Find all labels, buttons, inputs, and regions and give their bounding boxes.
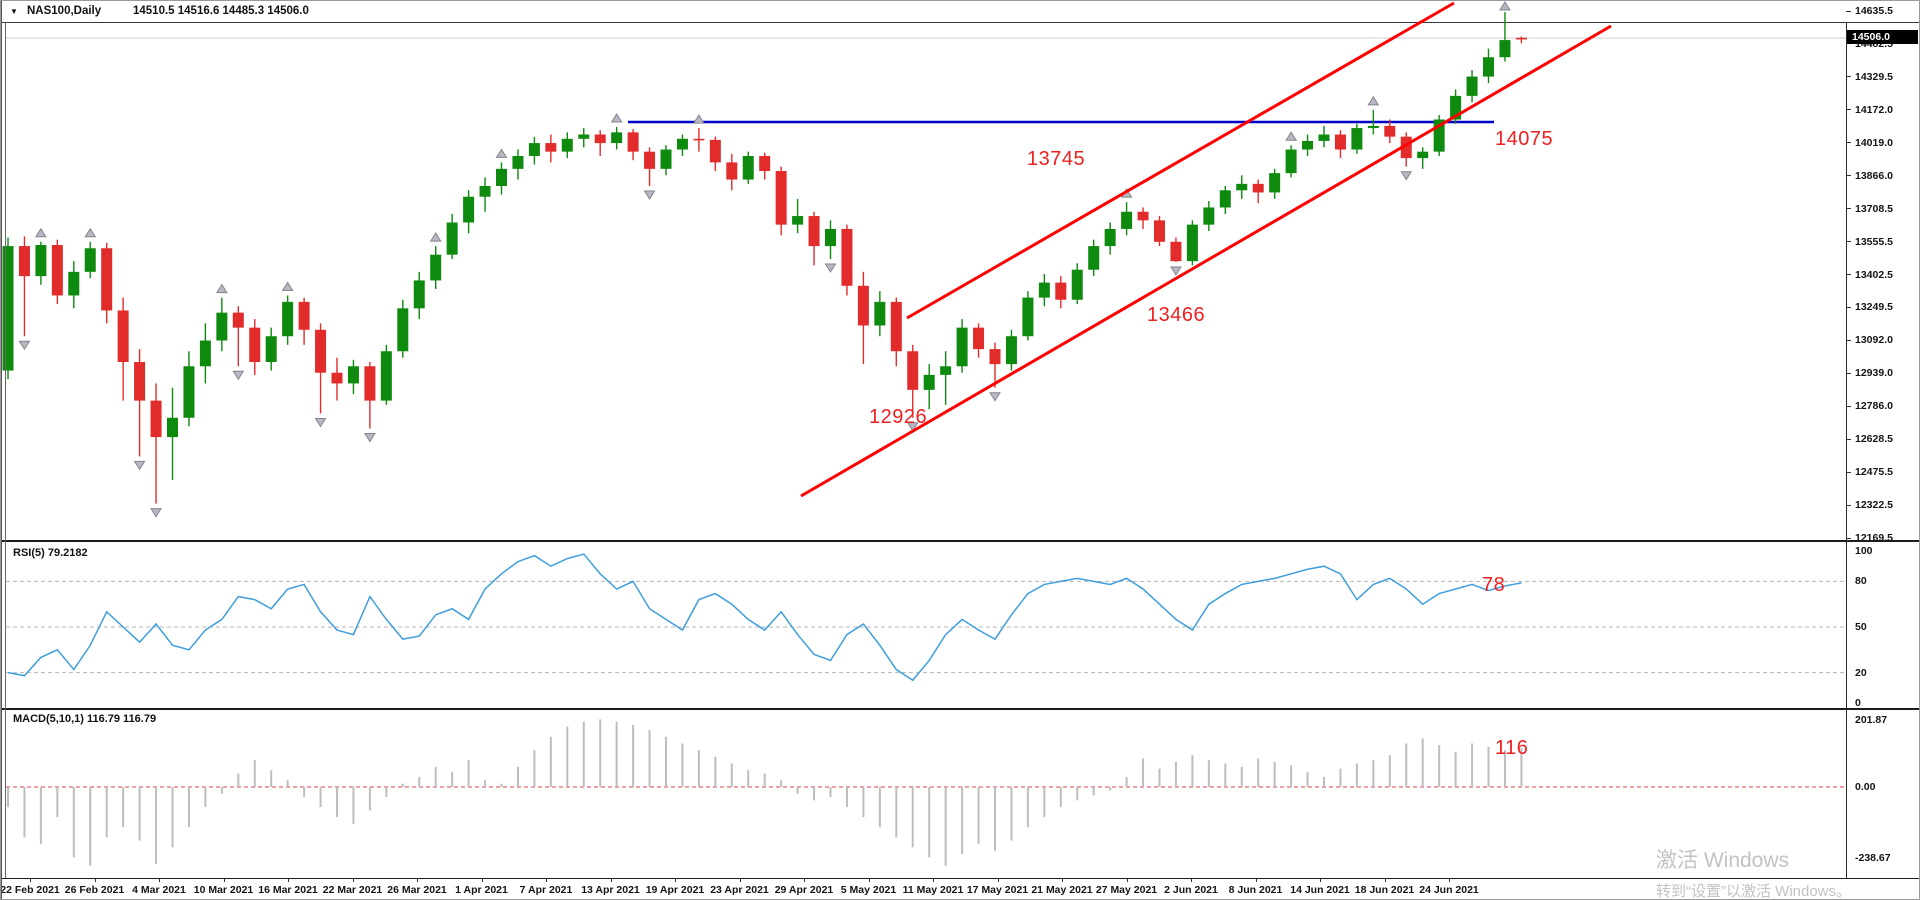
- window-left-border: [1, 1, 2, 899]
- chart-left-border: [5, 23, 6, 878]
- panel-divider-rsi-macd[interactable]: [1, 708, 1919, 710]
- windows-activation-watermark-line2: 转到“设置”以激活 Windows。: [1656, 883, 1852, 900]
- price-axis[interactable]: [1847, 23, 1919, 878]
- price-chart-panel[interactable]: [6, 23, 1846, 540]
- annotation-macd-116: 116: [1495, 737, 1529, 759]
- windows-activation-watermark-line1: 激活 Windows: [1656, 849, 1790, 872]
- current-price-badge: 14506.0: [1847, 30, 1918, 44]
- rsi-indicator-label: RSI(5) 79.2182: [13, 547, 88, 559]
- chart-symbol: NAS100,Daily: [27, 5, 102, 17]
- symbol-dropdown-arrow[interactable]: ▼: [10, 7, 18, 16]
- chart-titlebar: ▼ NAS100,Daily 14510.5 14516.6 14485.3 1…: [1, 1, 1919, 23]
- time-axis[interactable]: [1, 879, 1846, 899]
- panel-divider-macd-axis: [1, 878, 1919, 879]
- annotation-rsi-78: 78: [1482, 574, 1506, 596]
- panel-divider-main-rsi[interactable]: [1, 540, 1919, 542]
- annotation-13466: 13466: [1147, 304, 1206, 326]
- annotation-12926: 12926: [869, 406, 928, 428]
- chart-ohlc-values: 14510.5 14516.6 14485.3 14506.0: [133, 5, 309, 17]
- macd-indicator-label: MACD(5,10,1) 116.79 116.79: [13, 713, 157, 725]
- macd-panel[interactable]: [6, 711, 1846, 878]
- rsi-panel[interactable]: [6, 544, 1846, 707]
- annotation-13745: 13745: [1027, 148, 1086, 170]
- price-axis-separator: [1846, 23, 1847, 878]
- annotation-14075: 14075: [1495, 128, 1554, 150]
